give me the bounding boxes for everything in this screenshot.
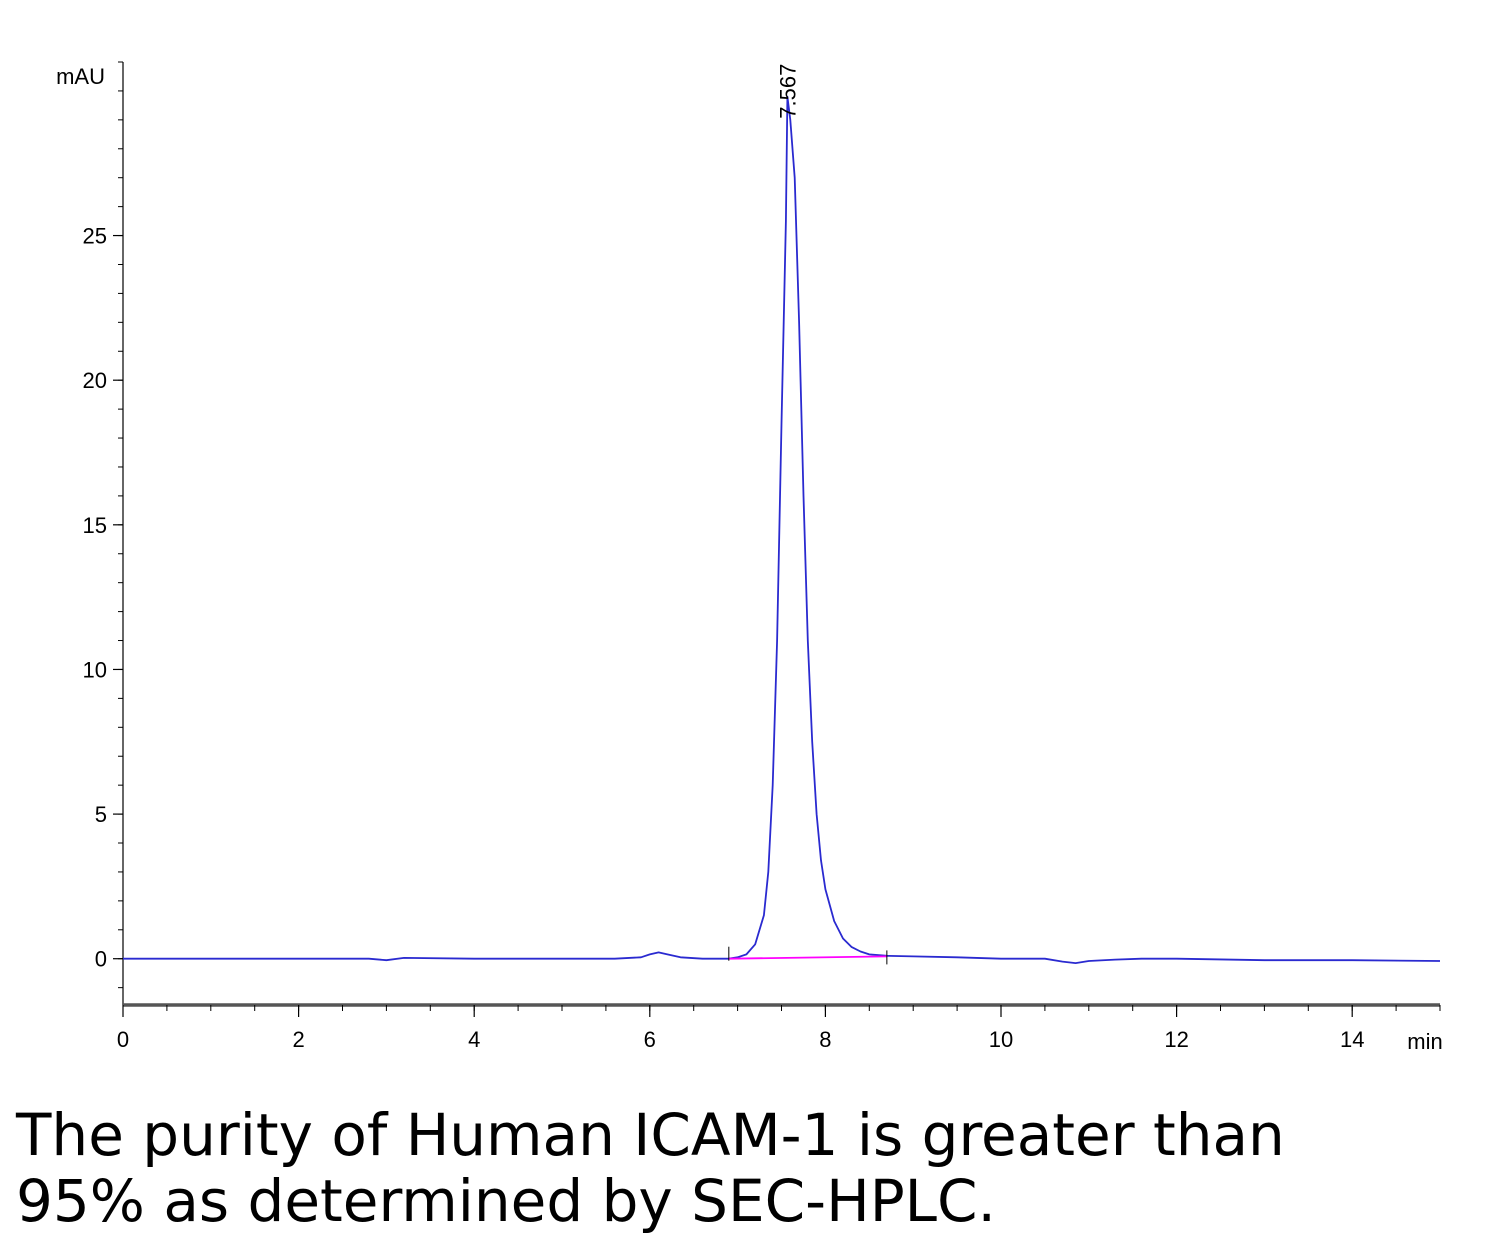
integration-baseline [728,955,887,960]
y-axis: 0 5 10 15 20 25 mAU [56,61,124,1005]
x-tick-label: 0 [117,1027,129,1052]
y-axis-label: mAU [56,64,105,89]
series-layer [123,95,1441,965]
caption: The purity of Human ICAM-1 is greater th… [16,1102,1486,1234]
peak-retention-label: 7.567 [775,64,800,119]
x-tick-label: 6 [644,1027,656,1052]
x-axis: 0 2 4 6 8 10 12 14 min [117,1003,1443,1054]
chromatogram-chart: 0 5 10 15 20 25 mAU 0 2 4 6 8 10 12 14 min 7.567 [56,61,1443,1054]
x-tick-label: 10 [989,1027,1013,1052]
x-tick-label: 14 [1340,1027,1364,1052]
y-tick-label: 0 [95,947,107,972]
y-tick-label: 10 [83,657,107,682]
x-axis-label: min [1407,1029,1442,1054]
annotation-layer: 7.567 [775,64,800,119]
caption-line-2: 95% as determined by SEC-HPLC. [16,1167,996,1235]
x-tick-label: 2 [292,1027,304,1052]
x-tick-label: 8 [819,1027,831,1052]
x-tick-label: 12 [1164,1027,1188,1052]
y-tick-label: 15 [83,513,107,538]
x-tick-label: 4 [468,1027,480,1052]
y-tick-label: 25 [83,224,107,249]
y-tick-label: 5 [95,802,107,827]
caption-line-1: The purity of Human ICAM-1 is greater th… [16,1101,1285,1169]
y-tick-label: 20 [83,368,107,393]
chromatogram-trace [123,95,1441,964]
